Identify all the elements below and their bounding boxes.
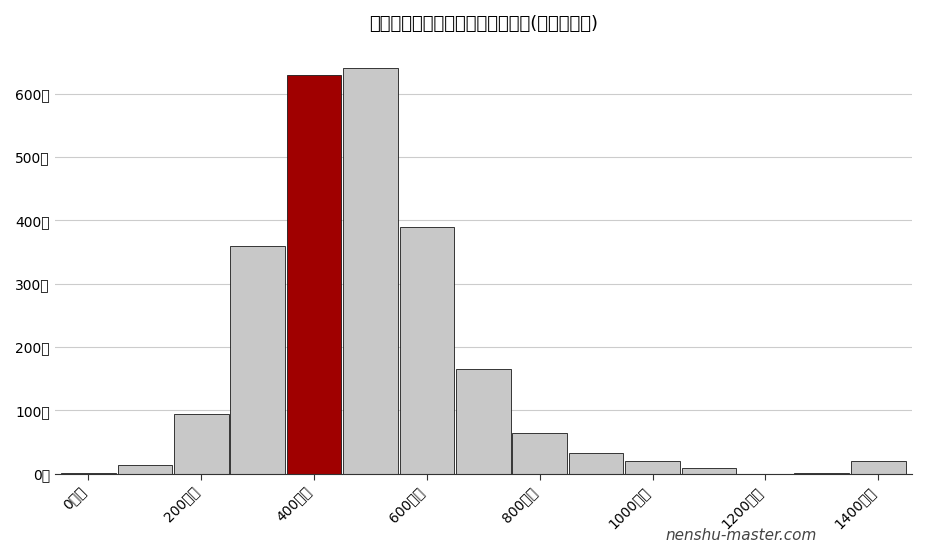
Bar [513,433,567,474]
Bar [400,227,454,474]
Bar [625,461,679,474]
Bar [343,69,398,474]
Bar [286,75,341,474]
Bar [118,465,172,474]
Bar [174,414,229,474]
Bar [681,467,736,474]
Bar [456,369,511,474]
Bar [851,461,906,474]
Bar [61,472,116,474]
Bar [230,246,285,474]
Title: アルファポリスの年収ポジション(関東地方内): アルファポリスの年収ポジション(関東地方内) [369,15,598,33]
Bar [569,453,624,474]
Text: nenshu-master.com: nenshu-master.com [666,528,818,543]
Bar [794,472,849,474]
